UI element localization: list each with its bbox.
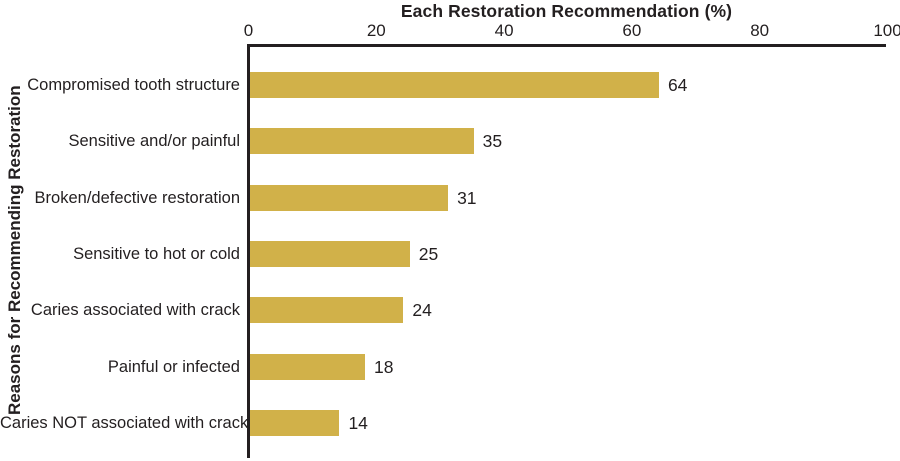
- y-axis-line: [247, 44, 250, 458]
- x-axis-line: [247, 44, 886, 47]
- category-label: Sensitive to hot or cold: [73, 244, 240, 263]
- category-label: Painful or infected: [107, 357, 240, 376]
- x-tick-label: 60: [622, 21, 642, 40]
- bar: [250, 409, 340, 436]
- category-label: Caries NOT associated with crack: [0, 413, 249, 432]
- value-label: 31: [457, 187, 477, 208]
- category-label: Caries associated with crack: [30, 301, 240, 320]
- bar: [250, 184, 449, 211]
- value-label: 64: [667, 75, 688, 95]
- bar: [250, 240, 410, 267]
- chart-title: Each Restoration Recommendation (%): [400, 1, 733, 21]
- x-tick-label: 0: [243, 21, 254, 40]
- value-label: 25: [418, 243, 439, 264]
- x-tick-label: 80: [750, 21, 770, 40]
- category-label: Broken/defective restoration: [34, 188, 240, 207]
- value-label: 35: [482, 131, 503, 152]
- category-label: Compromised tooth structure: [27, 76, 240, 94]
- bar: [250, 72, 659, 98]
- value-label: 18: [374, 356, 394, 377]
- bar: [250, 128, 474, 155]
- category-label: Sensitive and/or painful: [68, 132, 240, 151]
- x-tick-label: 20: [366, 21, 386, 40]
- x-tick-label: 100: [873, 21, 900, 40]
- bar: [250, 297, 404, 324]
- value-label: 24: [412, 300, 432, 321]
- bar: [250, 353, 366, 380]
- x-tick-label: 40: [494, 21, 514, 40]
- value-label: 14: [348, 412, 368, 433]
